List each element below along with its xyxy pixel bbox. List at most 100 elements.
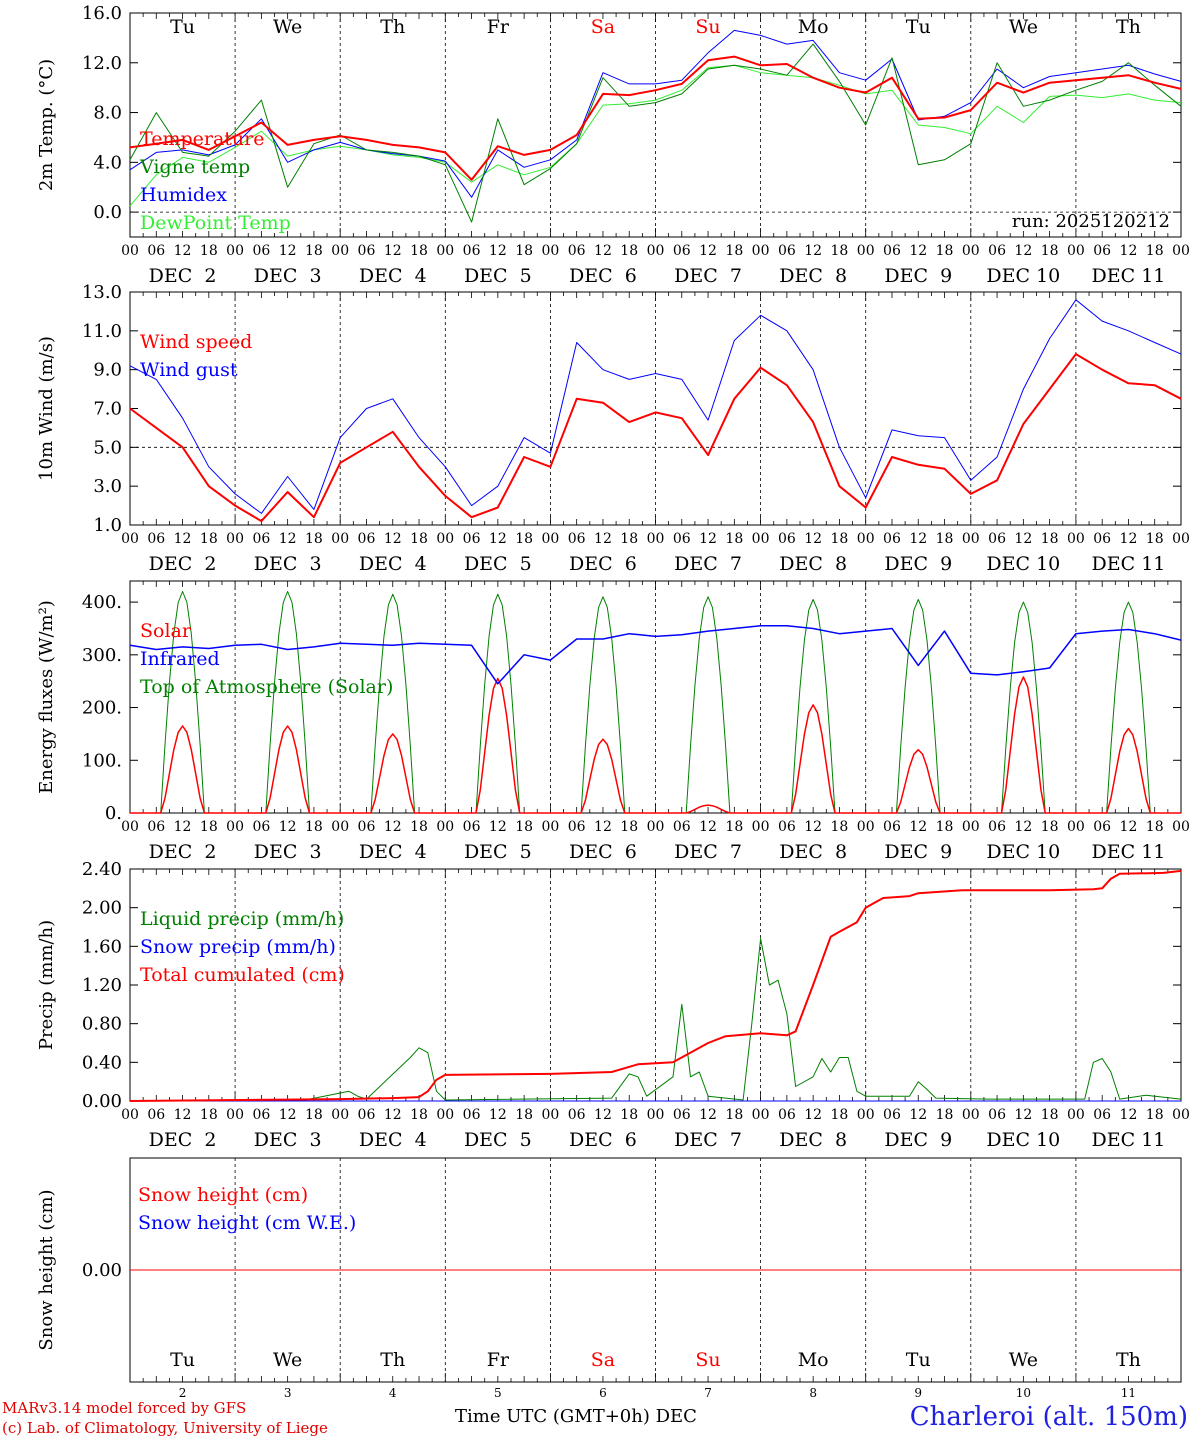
credit-line-2: (c) Lab. of Climatology, University of L… bbox=[2, 1419, 328, 1437]
hour-tick-label: 00 bbox=[647, 819, 665, 835]
series-temperature bbox=[129, 55, 1182, 181]
date-label: DEC 4 bbox=[359, 1129, 427, 1151]
hour-tick-label: 06 bbox=[147, 819, 165, 835]
series-solar bbox=[130, 676, 1181, 814]
legend-wind-speed: Wind speed bbox=[140, 331, 252, 353]
hour-tick-label: 12 bbox=[174, 243, 192, 259]
hour-tick-label: 06 bbox=[988, 819, 1006, 835]
hour-tick-label: 06 bbox=[778, 1107, 796, 1123]
hour-tick-label: 06 bbox=[673, 531, 691, 547]
weekday-label: Th bbox=[1116, 1349, 1141, 1371]
weekday-label: Sa bbox=[591, 16, 615, 38]
hour-tick-label: 06 bbox=[1093, 531, 1111, 547]
weekday-label: Su bbox=[695, 16, 720, 38]
panel-precip: 2.40 2.00 1.60 1.20 0.80 0.40 0.00 Precip (mm/h… bbox=[36, 859, 1182, 1112]
hour-tick-label: 12 bbox=[699, 819, 717, 835]
hour-tick-label: 00 bbox=[1067, 819, 1085, 835]
date-label: DEC 7 bbox=[674, 265, 742, 287]
date-label: DEC 11 bbox=[1092, 553, 1166, 575]
hour-tick-label: 18 bbox=[200, 243, 218, 259]
date-label: DEC 9 bbox=[884, 841, 952, 863]
y-tick-label: 1.20 bbox=[82, 975, 122, 996]
y-axis-label: 10m Wind (m/s) bbox=[36, 336, 57, 481]
legend-solar: Solar bbox=[140, 620, 192, 642]
hour-tick-label: 06 bbox=[147, 1107, 165, 1123]
hour-tick-label: 06 bbox=[568, 243, 586, 259]
hour-tick-label: 12 bbox=[1120, 819, 1138, 835]
panel-snow: 0.00 Snow height (cm) Snow height (cm) Snow… bbox=[36, 1157, 1182, 1400]
hour-tick-label: 00 bbox=[436, 819, 454, 835]
hour-tick-label: 00 bbox=[962, 531, 980, 547]
hour-tick-label: 12 bbox=[909, 531, 927, 547]
panel-frame bbox=[129, 12, 1182, 238]
legend-temperature: Temperature bbox=[140, 128, 264, 150]
legend-snow-height-cm: Snow height (cm) bbox=[138, 1184, 308, 1206]
hour-tick-label: 18 bbox=[515, 819, 533, 835]
hour-tick-label: 18 bbox=[725, 1107, 743, 1123]
series-infrared bbox=[129, 625, 1182, 685]
weekday-label: We bbox=[273, 1349, 302, 1371]
hour-tick-label: 18 bbox=[936, 531, 954, 547]
hour-tick-label: 06 bbox=[358, 243, 376, 259]
y-tick-label: 1.0 bbox=[93, 515, 122, 536]
hour-tick-label: 06 bbox=[252, 243, 270, 259]
panel-wind: 13.0 11.0 9.0 7.0 5.0 3.0 1.0 10m Wind (m/s) Win… bbox=[36, 282, 1182, 536]
hour-tick-label: 18 bbox=[410, 1107, 428, 1123]
x-hour-ticks: 00 06 12 18 00 06 12 18 00 06 12 18 00 06 12 18 00 06 12 18… bbox=[121, 819, 1190, 863]
y-tick-label: 1.60 bbox=[82, 936, 122, 957]
weekday-label: Mo bbox=[798, 16, 829, 38]
date-label: DEC 8 bbox=[779, 265, 847, 287]
hour-tick-label: 00 bbox=[752, 531, 770, 547]
hour-tick-label: 18 bbox=[936, 819, 954, 835]
hour-tick-label: 00 bbox=[541, 819, 559, 835]
hour-tick-label: 06 bbox=[358, 819, 376, 835]
day-number: 8 bbox=[809, 1386, 817, 1400]
hour-tick-label: 12 bbox=[699, 1107, 717, 1123]
hour-tick-label: 06 bbox=[358, 1107, 376, 1123]
hour-tick-label: 18 bbox=[725, 531, 743, 547]
y-tick-label: 16.0 bbox=[82, 3, 122, 24]
date-label: DEC 4 bbox=[359, 265, 427, 287]
y-tick-label: 5.0 bbox=[93, 437, 122, 458]
hour-tick-label: 18 bbox=[515, 243, 533, 259]
legend-dewpoint-temp: DewPoint Temp bbox=[140, 212, 291, 234]
y-tick-label: 4.0 bbox=[93, 152, 122, 173]
weekday-label: We bbox=[1009, 1349, 1038, 1371]
y-axis-label: Precip (mm/h) bbox=[36, 920, 57, 1050]
hour-tick-label: 00 bbox=[436, 243, 454, 259]
y-tick-label: 7.0 bbox=[93, 399, 122, 420]
hour-tick-label: 00 bbox=[1172, 819, 1190, 835]
hour-tick-label: 00 bbox=[121, 531, 139, 547]
hour-tick-label: 12 bbox=[174, 531, 192, 547]
weekday-label: We bbox=[273, 16, 302, 38]
hour-tick-label: 00 bbox=[1172, 1107, 1190, 1123]
hour-tick-label: 00 bbox=[647, 531, 665, 547]
hour-tick-label: 12 bbox=[804, 531, 822, 547]
hour-tick-label: 06 bbox=[883, 1107, 901, 1123]
meteogram: 16.0 12.0 8.0 4.0 0.0 2m Temp. (°C) Tu We Th Fr Sa… bbox=[36, 3, 1190, 1400]
hour-tick-label: 18 bbox=[515, 531, 533, 547]
legend-snow-height-cm-w-e: Snow height (cm W.E.) bbox=[138, 1212, 356, 1234]
day-number: 6 bbox=[599, 1386, 607, 1400]
hour-tick-label: 18 bbox=[410, 819, 428, 835]
hour-tick-label: 06 bbox=[988, 243, 1006, 259]
panel-temp: 16.0 12.0 8.0 4.0 0.0 2m Temp. (°C) Tu We Th Fr Sa… bbox=[36, 3, 1182, 238]
y-tick-label: 8.0 bbox=[93, 103, 122, 124]
hour-tick-label: 00 bbox=[1067, 531, 1085, 547]
hour-tick-label: 00 bbox=[121, 819, 139, 835]
hour-tick-label: 00 bbox=[1067, 243, 1085, 259]
hour-tick-label: 18 bbox=[936, 243, 954, 259]
date-label: DEC 9 bbox=[884, 265, 952, 287]
hour-tick-label: 12 bbox=[1120, 1107, 1138, 1123]
x-hour-ticks: 00 06 12 18 00 06 12 18 00 06 12 18 00 06 12 18 00 06 12 18… bbox=[121, 1107, 1190, 1151]
legend-total-cumulated-cm: Total cumulated (cm) bbox=[140, 964, 345, 986]
hour-tick-label: 06 bbox=[463, 1107, 481, 1123]
date-label: DEC 5 bbox=[464, 553, 532, 575]
hour-tick-label: 06 bbox=[883, 243, 901, 259]
hour-tick-label: 18 bbox=[305, 531, 323, 547]
x-hour-ticks: 00 06 12 18 00 06 12 18 00 06 12 18 00 06 12 18 00 06 12 18… bbox=[121, 531, 1190, 575]
hour-tick-label: 18 bbox=[936, 1107, 954, 1123]
hour-tick-label: 06 bbox=[463, 531, 481, 547]
hour-tick-label: 00 bbox=[752, 1107, 770, 1123]
hour-tick-label: 18 bbox=[200, 1107, 218, 1123]
